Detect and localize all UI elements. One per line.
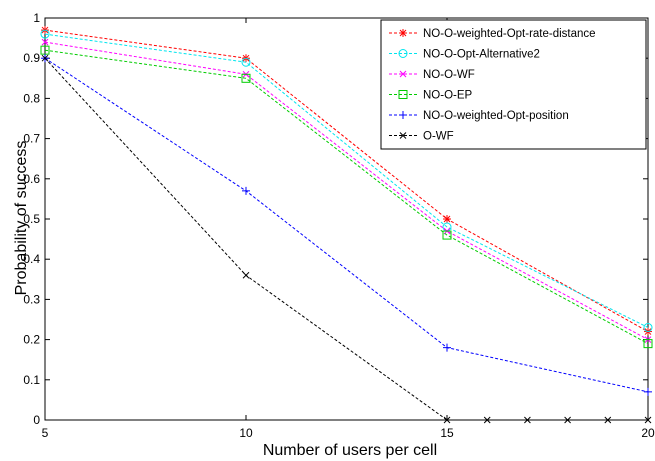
x-marker-b	[41, 54, 49, 62]
legend-entry: NO-O-Opt-Alternative2	[389, 49, 540, 61]
x-marker-b	[483, 416, 491, 424]
data-point	[483, 416, 491, 424]
data-point	[40, 29, 50, 39]
legend-marker	[399, 70, 407, 78]
series-2	[40, 29, 653, 333]
y-tick-label: 0.3	[23, 292, 40, 306]
legend-marker	[399, 111, 407, 119]
legend-marker	[398, 90, 408, 99]
legend-marker	[398, 49, 408, 58]
y-tick-label: 0.4	[23, 252, 40, 266]
y-tick-label: 0.2	[23, 333, 40, 347]
data-point	[524, 416, 531, 424]
x-marker-b	[242, 271, 250, 279]
y-tick-label: 0.6	[23, 172, 40, 186]
circle-marker	[643, 323, 653, 333]
series-line	[44, 29, 649, 333]
legend-label: NO-O-weighted-Opt-position	[423, 110, 569, 122]
x-marker-b	[399, 70, 407, 78]
data-point	[41, 54, 49, 62]
x-tick-label: 20	[641, 426, 655, 440]
series-line	[44, 33, 649, 328]
series-line	[44, 57, 648, 421]
legend-entry: NO-O-EP	[389, 90, 473, 102]
data-point	[241, 57, 251, 67]
legend-entry: O-WF	[389, 131, 454, 143]
legend-label: O-WF	[423, 131, 454, 143]
series-1	[41, 26, 652, 336]
star-marker-b	[399, 29, 407, 37]
data-point	[241, 73, 251, 83]
legend-entry: NO-O-WF	[389, 69, 475, 81]
series-line	[44, 49, 649, 345]
x-marker-b	[443, 416, 451, 424]
square-marker	[241, 73, 251, 83]
legend-entry: NO-O-weighted-Opt-rate-distance	[389, 28, 596, 40]
data-point	[242, 186, 250, 195]
y-tick-label: 0.7	[23, 132, 40, 146]
x-marker-b	[644, 416, 652, 424]
square-marker	[442, 230, 452, 240]
axis-ticks: 5 10 15 20 0 0.1 0.2 0.3 0.4 0.5 0.6 0.7 0.8 0.9 1	[23, 11, 655, 440]
y-tick-label: 0	[33, 413, 40, 427]
x-marker-b	[564, 416, 571, 424]
legend: NO-O-weighted-Opt-rate-distance NO-O-Opt-…	[380, 19, 647, 150]
y-tick-label: 1	[33, 11, 40, 25]
y-tick-label: 0.8	[23, 91, 40, 105]
series-line	[44, 41, 649, 341]
series-6	[41, 54, 652, 424]
square-marker	[643, 339, 653, 349]
series-line	[44, 57, 649, 393]
series-layer	[40, 26, 653, 424]
data-point	[644, 387, 652, 396]
legend-label: NO-O-Opt-Alternative2	[423, 49, 540, 61]
data-point	[644, 416, 652, 424]
legend-label: NO-O-WF	[423, 69, 475, 81]
circle-marker	[398, 49, 408, 58]
data-point	[604, 416, 612, 424]
data-point	[40, 45, 50, 55]
series-4	[40, 45, 653, 349]
x-marker-b	[524, 416, 531, 424]
data-point	[443, 343, 451, 352]
x-axis-label: Number of users per cell	[263, 442, 437, 459]
x-marker-b	[399, 132, 407, 139]
data-point	[643, 323, 653, 333]
square-marker	[398, 90, 408, 99]
legend-entry: NO-O-weighted-Opt-position	[389, 110, 569, 122]
data-point	[242, 271, 250, 279]
legend-box	[380, 19, 647, 150]
x-tick-label: 5	[42, 426, 49, 440]
data-point	[442, 230, 452, 240]
legend-label: NO-O-weighted-Opt-rate-distance	[423, 28, 596, 40]
legend-marker	[399, 132, 407, 139]
data-point	[564, 416, 571, 424]
data-point	[643, 339, 653, 349]
x-marker-b	[41, 38, 49, 46]
square-marker	[40, 45, 50, 55]
star-marker-b	[443, 215, 451, 223]
data-point	[443, 215, 451, 223]
y-tick-label: 0.5	[23, 212, 40, 226]
x-tick-label: 15	[440, 426, 454, 440]
circle-marker	[40, 29, 50, 39]
x-tick-label: 10	[239, 426, 253, 440]
y-tick-label: 0.9	[23, 51, 40, 65]
data-point	[443, 416, 451, 424]
y-tick-label: 0.1	[23, 373, 40, 387]
legend-marker	[399, 29, 407, 37]
legend-label: NO-O-EP	[423, 90, 473, 102]
data-point	[41, 38, 49, 46]
y-axis-label: Probability of success	[13, 141, 30, 296]
circle-marker	[241, 57, 251, 67]
x-marker-b	[604, 416, 612, 424]
